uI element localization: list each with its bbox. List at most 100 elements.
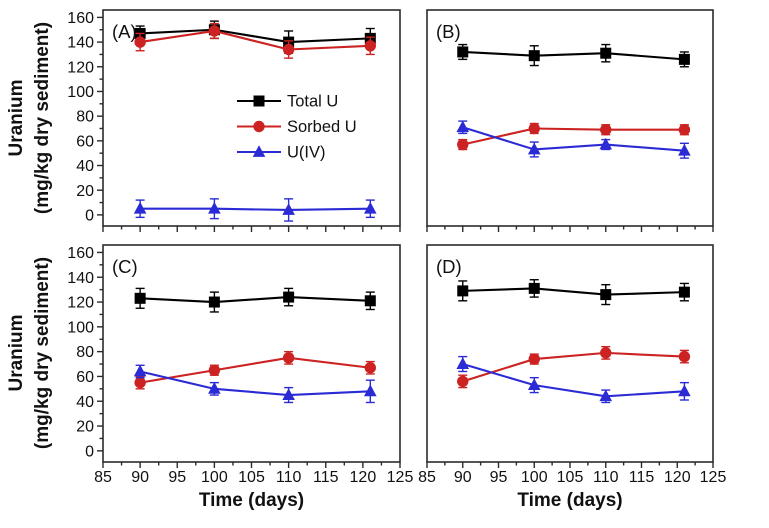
panel-frame xyxy=(426,244,714,463)
x-tick-label: 125 xyxy=(700,469,727,486)
triangle-marker xyxy=(133,364,147,377)
x-tick-label: 90 xyxy=(131,469,149,486)
circle-marker xyxy=(528,122,540,135)
series-line xyxy=(462,287,685,296)
circle-marker xyxy=(457,138,469,151)
y-axis-title-line1: Uranium xyxy=(6,79,27,156)
circle-marker xyxy=(282,43,295,56)
y-tick-label: 80 xyxy=(76,109,94,126)
y-tick-label: 120 xyxy=(67,59,94,76)
series-line xyxy=(139,370,371,397)
series-line xyxy=(140,207,371,212)
series-line xyxy=(462,363,685,398)
y-axis-title-line2: (mg/kg dry sediment) xyxy=(32,257,53,449)
y-tick-label: 100 xyxy=(67,84,94,101)
x-tick-label: 110 xyxy=(276,469,302,486)
circle-marker xyxy=(457,375,469,388)
square-marker xyxy=(208,296,220,308)
triangle-marker xyxy=(208,201,221,214)
panel-frame xyxy=(426,9,714,227)
triangle-marker xyxy=(456,357,470,369)
series-sorbed-u xyxy=(134,22,376,59)
y-axis-title: Uranium (mg/kg dry sediment) xyxy=(6,257,53,449)
x-tick-label: 125 xyxy=(387,469,414,486)
series-line xyxy=(462,50,685,61)
legend-label: Sorbed U xyxy=(287,118,357,136)
panel-letter: (B) xyxy=(436,21,461,42)
legend-square-marker xyxy=(253,95,265,107)
square-marker xyxy=(678,53,690,65)
y-tick-label: 120 xyxy=(67,295,94,312)
square-marker xyxy=(283,291,295,303)
series-line xyxy=(139,356,371,384)
x-axis-title: Time (days) xyxy=(199,490,304,511)
series-line xyxy=(140,296,371,304)
circle-marker xyxy=(600,124,612,136)
triangle-marker xyxy=(527,378,541,391)
circle-marker xyxy=(528,353,540,365)
square-marker xyxy=(457,285,469,297)
series-sorbed-u xyxy=(457,122,691,151)
y-tick-label: 20 xyxy=(76,183,94,200)
triangle-marker xyxy=(133,201,147,214)
x-tick-label: 85 xyxy=(418,469,436,486)
square-marker xyxy=(134,292,146,304)
y-axis-ticks xyxy=(97,16,103,216)
square-marker xyxy=(678,286,690,298)
x-axis-ticks xyxy=(426,462,714,468)
y-tick-label: 100 xyxy=(67,319,94,336)
series-u-iv- xyxy=(133,364,377,404)
y-axis-title-line2: (mg/kg dry sediment) xyxy=(32,22,53,214)
series-total-u xyxy=(457,43,690,68)
legend-triangle-marker xyxy=(252,145,266,157)
x-tick-label: 90 xyxy=(454,469,472,486)
x-axis-title: Time (days) xyxy=(517,490,622,511)
panel-letter: (C) xyxy=(112,256,138,277)
x-tick-label: 95 xyxy=(168,469,186,486)
square-marker xyxy=(528,50,540,62)
x-tick-label: 100 xyxy=(521,469,548,486)
x-axis-tick-labels: 85 90 95 100 105 110 115 120 125 xyxy=(418,469,726,486)
legend-entry: Sorbed U xyxy=(237,118,357,136)
legend-entry: U(IV) xyxy=(237,144,326,162)
y-tick-label: 140 xyxy=(67,35,94,52)
y-tick-label: 40 xyxy=(76,394,94,411)
y-tick-label: 0 xyxy=(85,207,94,224)
circle-marker xyxy=(208,364,221,376)
y-tick-label: 20 xyxy=(76,419,94,436)
y-tick-label: 160 xyxy=(67,10,94,27)
circle-marker xyxy=(208,25,221,37)
series-u-iv- xyxy=(456,120,691,159)
y-axis-ticks xyxy=(97,251,103,452)
triangle-marker xyxy=(678,384,691,397)
y-tick-label: 160 xyxy=(67,245,94,262)
triangle-marker xyxy=(208,382,221,394)
series-total-u xyxy=(457,279,690,306)
x-tick-label: 115 xyxy=(629,469,655,486)
square-marker xyxy=(600,289,612,301)
x-tick-label: 110 xyxy=(593,469,619,486)
x-tick-label: 105 xyxy=(238,469,265,486)
square-marker xyxy=(457,46,469,58)
triangle-marker xyxy=(364,201,377,214)
y-tick-label: 60 xyxy=(76,369,94,386)
legend: Total U Sorbed U U(IV) xyxy=(237,93,357,162)
y-tick-label: 60 xyxy=(76,133,94,150)
series-sorbed-u xyxy=(134,350,376,390)
circle-marker xyxy=(134,36,146,48)
circle-marker xyxy=(134,376,146,389)
square-marker xyxy=(364,295,376,307)
legend-entry: Total U xyxy=(237,93,338,111)
x-tick-label: 115 xyxy=(313,469,339,486)
triangle-marker xyxy=(599,389,613,402)
x-tick-label: 95 xyxy=(490,469,508,486)
series-line xyxy=(462,127,685,146)
y-tick-label: 0 xyxy=(85,443,94,460)
triangle-marker xyxy=(282,388,295,400)
series-u-iv- xyxy=(456,355,691,404)
square-marker xyxy=(600,47,612,59)
x-tick-label: 100 xyxy=(201,469,228,486)
triangle-marker xyxy=(456,120,470,133)
series-line xyxy=(140,28,371,44)
